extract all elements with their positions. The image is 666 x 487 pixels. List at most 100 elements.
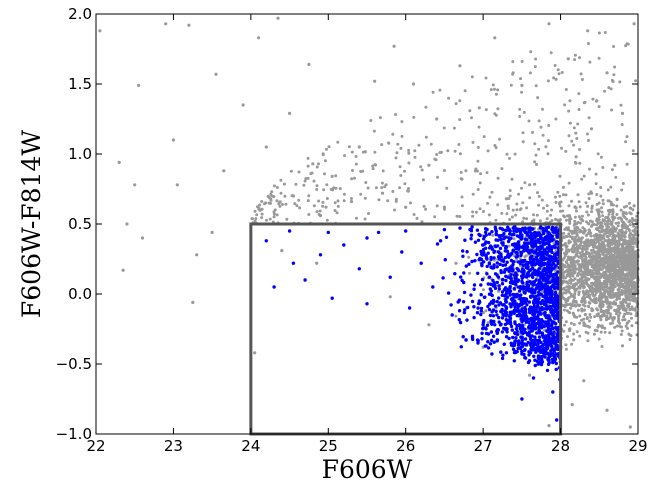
gray-data-point [576, 274, 579, 278]
blue-data-point [505, 318, 509, 323]
blue-data-point [509, 251, 514, 256]
gray-data-point [279, 191, 283, 195]
blue-data-point [504, 351, 509, 355]
gray-data-point [359, 192, 363, 196]
gray-data-point [284, 202, 288, 206]
blue-data-point [495, 299, 499, 304]
blue-data-point [520, 281, 525, 285]
gray-data-point [606, 188, 610, 192]
gray-data-point [398, 186, 402, 190]
gray-data-point [270, 194, 274, 198]
blue-data-point [529, 317, 533, 321]
blue-data-point [453, 272, 457, 276]
gray-data-point [564, 288, 568, 292]
x-axis-ticks: 22 23 24 25 26 27 28 29 [86, 14, 648, 455]
blue-data-point [495, 331, 499, 335]
blue-data-point [500, 356, 505, 361]
blue-data-point [525, 280, 529, 285]
gray-data-point [573, 205, 577, 209]
gray-data-point [627, 250, 631, 254]
gray-data-point [506, 206, 510, 210]
blue-data-point [539, 292, 543, 297]
gray-data-point [573, 215, 577, 219]
gray-data-point [474, 167, 478, 171]
blue-data-point [529, 325, 533, 330]
gray-data-point [336, 199, 340, 203]
blue-data-point [489, 330, 494, 334]
gray-data-point [484, 309, 488, 313]
blue-data-point [526, 283, 530, 288]
gray-data-point [633, 308, 637, 312]
gray-data-point [563, 251, 566, 255]
blue-data-point [509, 258, 514, 263]
gray-data-point [598, 229, 601, 233]
blue-data-point [461, 335, 465, 339]
gray-data-point [601, 225, 605, 228]
gray-data-point [355, 216, 358, 220]
blue-data-point [555, 301, 559, 305]
gray-data-point [453, 149, 457, 153]
gray-data-point [506, 204, 510, 208]
gray-data-point [429, 142, 433, 146]
gray-data-point [363, 196, 367, 200]
gray-data-point [628, 242, 632, 246]
gray-data-point [258, 203, 262, 207]
gray-data-point [117, 160, 121, 164]
blue-data-point [527, 359, 532, 363]
gray-data-point [415, 216, 419, 220]
blue-data-point [535, 231, 539, 235]
blue-data-point [504, 297, 508, 301]
blue-data-point [533, 322, 537, 326]
blue-data-point [526, 270, 531, 275]
gray-data-point [601, 252, 605, 256]
gray-data-point [403, 169, 406, 173]
gray-data-point [482, 311, 486, 315]
blue-data-point [544, 237, 548, 241]
blue-data-point [526, 265, 530, 269]
gray-data-point [595, 233, 599, 237]
gray-data-point [454, 314, 458, 318]
blue-data-point [493, 323, 497, 327]
gray-data-point [567, 181, 571, 185]
gray-data-point [265, 218, 268, 222]
gray-data-point [621, 210, 625, 214]
gray-data-point [515, 202, 519, 206]
gray-data-point [599, 186, 603, 189]
gray-data-point [283, 194, 287, 198]
gray-data-point [594, 182, 598, 186]
blue-data-point [514, 327, 519, 331]
blue-data-point [431, 285, 435, 289]
blue-data-point [512, 350, 517, 355]
blue-data-point [469, 293, 473, 297]
gray-data-point [420, 168, 424, 172]
blue-data-point [539, 235, 543, 239]
gray-data-point [618, 233, 622, 237]
gray-data-point [595, 99, 599, 103]
gray-data-point [627, 228, 631, 231]
blue-data-point [493, 225, 497, 229]
gray-data-point [311, 162, 315, 166]
blue-data-point [554, 335, 559, 339]
blue-data-point [400, 250, 404, 254]
gray-data-point [564, 193, 568, 197]
gray-data-point [394, 156, 398, 160]
x-axis-title: F606W [322, 455, 413, 484]
gray-data-point [618, 254, 622, 258]
blue-data-point [544, 299, 549, 303]
blue-data-point [501, 228, 505, 232]
gray-data-point [586, 42, 590, 45]
gray-data-point [626, 239, 630, 243]
gray-data-point [562, 329, 566, 333]
blue-data-point [473, 240, 478, 244]
blue-data-point [521, 260, 525, 264]
blue-data-point [511, 347, 516, 351]
gray-data-point [632, 204, 636, 208]
gray-data-point [612, 45, 616, 48]
blue-data-point [365, 302, 369, 306]
gray-data-point [609, 259, 613, 263]
blue-data-point [513, 308, 517, 312]
gray-data-point [547, 124, 551, 127]
gray-data-point [541, 107, 544, 111]
gray-data-point [606, 222, 610, 226]
blue-data-point [539, 340, 543, 345]
